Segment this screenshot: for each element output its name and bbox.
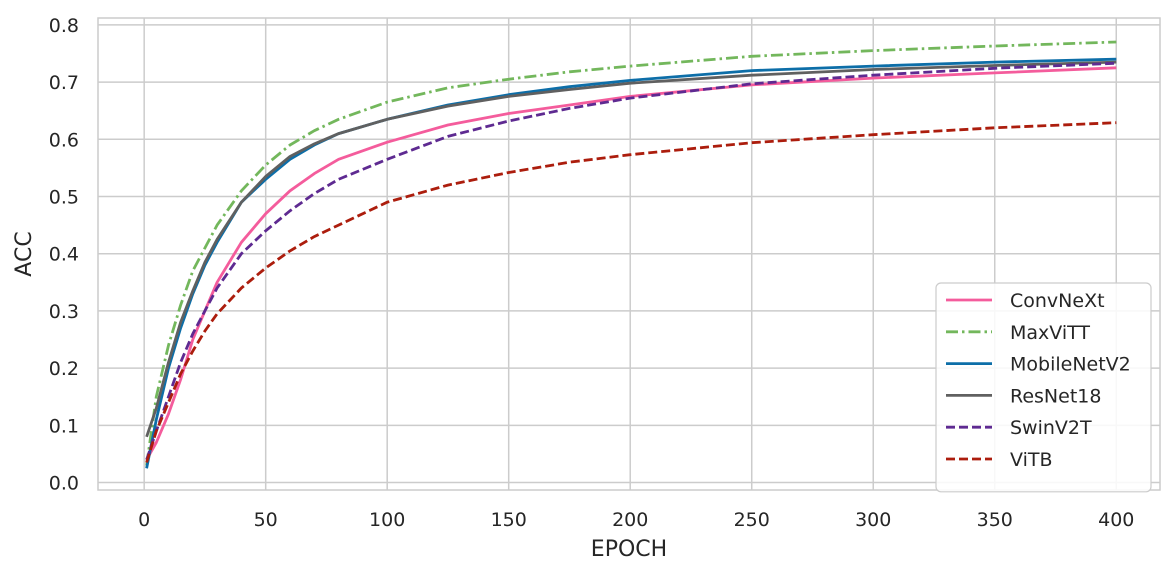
series-line-resnet18	[145, 60, 1117, 438]
legend-label: ViTB	[1010, 449, 1053, 471]
series-lines	[145, 40, 1117, 469]
tick-labels: 0 50 100 150 200 250 300 350 400 0.0 0.1 0.2 0.3 0.4 0…	[49, 15, 1135, 531]
legend-label: SwinV2T	[1010, 417, 1092, 439]
legend: ConvNeXt MaxViTT MobileNetV2 ResNet18 SwinV2…	[935, 282, 1152, 493]
x-tick-label: 100	[369, 509, 405, 531]
series-line-maxvitt	[145, 40, 1117, 466]
y-tick-label: 0.3	[49, 301, 79, 323]
y-tick-label: 0.1	[49, 415, 79, 437]
y-tick-label: 0.2	[49, 358, 79, 380]
y-tick-label: 0.4	[49, 244, 79, 266]
x-tick-label: 150	[491, 509, 527, 531]
x-axis-label: EPOCH	[591, 537, 667, 562]
series-line-vitb	[145, 121, 1117, 463]
x-tick-label: 50	[254, 509, 278, 531]
y-tick-label: 0.5	[49, 187, 79, 209]
x-tick-label: 250	[734, 509, 770, 531]
legend-label: MaxViTT	[1010, 322, 1090, 344]
y-tick-label: 0.8	[49, 15, 79, 37]
x-tick-label: 400	[1098, 509, 1134, 531]
plot-frame	[97, 17, 1161, 491]
y-tick-label: 0.7	[49, 72, 79, 94]
x-tick-label: 200	[612, 509, 648, 531]
y-axis-label: ACC	[12, 231, 37, 276]
legend-label: MobileNetV2	[1010, 354, 1131, 376]
legend-label: ConvNeXt	[1010, 290, 1105, 312]
x-tick-label: 300	[855, 509, 891, 531]
y-tick-label: 0.0	[49, 473, 79, 495]
legend-box	[935, 282, 1152, 493]
x-tick-label: 0	[138, 509, 150, 531]
legend-label: ResNet18	[1010, 385, 1101, 407]
x-tick-label: 350	[977, 509, 1013, 531]
y-tick-label: 0.6	[49, 129, 79, 151]
series-line-swinv2t	[145, 61, 1117, 461]
